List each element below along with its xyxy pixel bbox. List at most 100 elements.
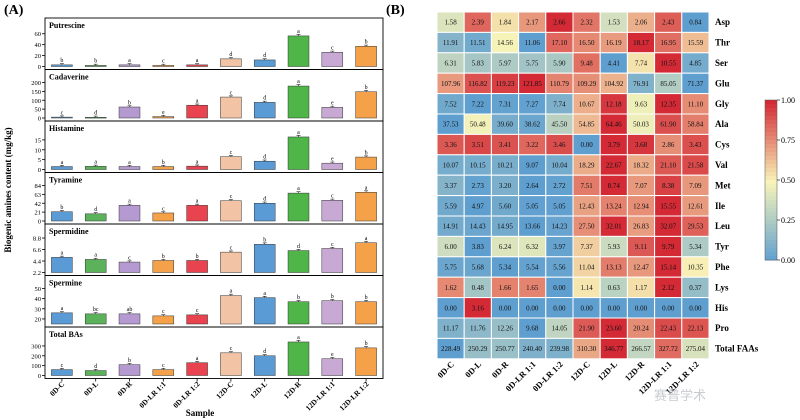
significance-letter: a [196,356,199,362]
heatmap-cell-value: 13.13 [606,264,622,272]
heatmap-cell-value: 3.83 [472,243,485,251]
colorbar-segment [765,172,777,177]
y-tick-label: 63 [35,192,42,199]
bar [152,260,175,273]
significance-letter: e [331,156,334,162]
heatmap-cell-value: 5.68 [472,264,485,272]
significance-letter: a [128,58,131,64]
x-tick-label: 0D-L [82,380,100,398]
heatmap-cell-value: 1.53 [608,19,621,27]
bar [220,295,242,325]
significance-letter: a [230,289,233,295]
bar [287,192,310,222]
colorbar-segment [765,148,777,153]
y-tick-label: 6.6 [33,247,42,254]
bar [321,52,344,67]
heatmap-cell-value: 5.97 [499,60,512,68]
significance-letter: b [128,100,131,106]
colorbar-tick-label: 1.00 [781,96,795,105]
significance-letter: b [263,237,266,243]
heatmap-cell-value: 11.17 [443,325,459,333]
significance-letter: d [263,155,266,161]
heatmap-cell-value: 116.82 [468,80,487,88]
significance-letter: a [196,99,199,105]
bar [152,212,175,222]
x-tick-label: 12D-LR 1:1 [304,379,337,412]
significance-letter: c [196,308,199,314]
heatmap-cell-value: 3.68 [635,141,648,149]
heatmap-cell-value: 2.64 [526,182,539,190]
colorbar-segment [765,132,777,137]
bar [220,352,242,376]
heatmap-cell-value: 10.67 [579,100,595,108]
y-tick-label: 5 [38,157,41,164]
significance-letter: d [263,197,266,203]
heatmap-cell-value: 346.77 [604,345,624,353]
bar [321,162,344,170]
heatmap-cell-value: 29.53 [688,223,704,231]
panel-b-heatmap: 1.58 2.39 1.84 2.17 2.66 2.32 1.53 2.06 2.43 0.84… [435,11,759,396]
bar [253,160,276,170]
bar [253,203,276,222]
significance-letter: a [263,291,266,297]
significance-letter: b [365,85,368,91]
heatmap-cell [681,337,710,360]
heatmap-cell-value: 3.51 [472,141,485,149]
heatmap-cell-value: 0.63 [608,284,621,292]
bar [355,347,377,376]
heatmap-cell-value: 5.59 [444,202,457,210]
significance-letter: a [297,79,300,85]
significance-letter: a [196,159,199,165]
heatmap-cell-value: 5.54 [526,264,539,272]
heatmap-row-label: Gly [715,99,730,109]
panel-a-x-axis-label: Sample [186,408,215,418]
heatmap-cell-value: 16.19 [606,39,622,47]
heatmap-cell-value: 0.00 [444,304,457,312]
heatmap-row-label: Glu [715,78,730,88]
significance-letter: b [162,254,165,260]
y-tick-label: 200 [31,353,41,360]
heatmap-cell-value: 9.11 [635,243,647,251]
heatmap-cell-value: 0.37 [689,284,702,292]
bar [287,301,310,325]
heatmap-cell-value: 9.48 [580,60,593,68]
significance-letter: d [263,53,266,59]
bar [186,260,208,273]
heatmap-cell-value: 12.94 [633,202,649,210]
heatmap-cell-value: 7.09 [689,182,702,190]
heatmap-cell-value: 3.41 [499,141,512,149]
significance-letter: e [331,101,334,107]
significance-letter: e [162,110,165,116]
heatmap-cell-value: 5.05 [526,202,539,210]
y-tick-label: 20 [35,53,42,60]
bar [355,301,377,325]
heatmap-column-label: 12D-R [623,359,647,383]
significance-letter: d [94,364,97,370]
heatmap-row-label: Tyr [715,242,729,252]
colorbar-segment [765,128,777,133]
bar [355,156,377,170]
heatmap-cell-value: 22.67 [606,162,622,170]
x-tick-label: 0D-LR 1:2 [171,379,202,410]
bar [321,107,344,119]
bar [355,192,377,222]
heatmap-cell-value: 3.46 [553,141,566,149]
heatmap-cell-value: 17.10 [552,39,568,47]
bar [51,211,73,222]
heatmap-column-label: 0D-L [463,359,484,380]
heatmap-cell-value: 2.86 [662,141,675,149]
heatmap-cell-value: 2.66 [553,19,566,27]
heatmap-cell-value: 12.18 [606,100,622,108]
colorbar-segment [765,188,777,193]
subplot-title: Spermidine [49,227,89,236]
heatmap-cell-value: 27.50 [579,223,595,231]
heatmap-cell-value: 45.50 [552,121,568,129]
y-tick-label: 42 [35,201,42,208]
y-tick-label: 60 [35,31,42,38]
bar [51,312,73,325]
colorbar: 0.00 0.25 0.50 0.75 1.00 [764,96,795,265]
heatmap-cell-value: 0.00 [553,284,566,292]
heatmap-cell-value: 0.84 [689,19,702,27]
significance-letter: a [128,199,131,205]
